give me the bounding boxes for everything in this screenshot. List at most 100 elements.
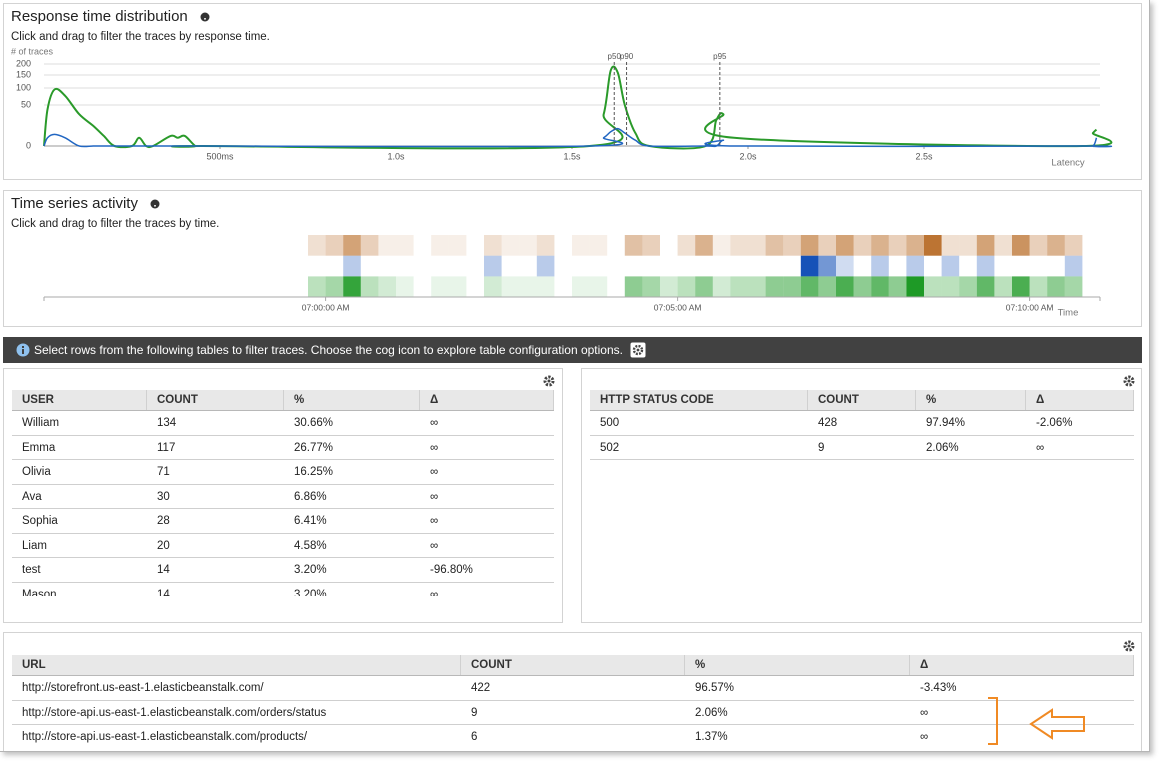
column-header[interactable]: URL	[12, 655, 461, 675]
table-cell: 96.57%	[695, 682, 735, 694]
heat-cell	[976, 276, 995, 298]
heat-cell	[607, 256, 625, 277]
percentile-label: p50	[608, 52, 622, 61]
cog-icon[interactable]	[543, 375, 555, 387]
heat-cell	[906, 235, 924, 256]
heat-cell	[501, 276, 520, 298]
heat-cell	[1064, 235, 1083, 256]
heat-cell	[959, 235, 977, 256]
y-tick-label: 0	[26, 140, 31, 150]
column-header[interactable]: HTTP STATUS CODE	[590, 390, 808, 410]
heat-cell	[414, 256, 432, 277]
cog-icon[interactable]	[630, 342, 646, 358]
heat-cell	[378, 256, 396, 277]
column-header[interactable]: COUNT	[461, 655, 685, 675]
table-row[interactable]: Mason 14 3.20% ∞	[12, 583, 554, 597]
heat-cell	[853, 276, 872, 298]
heat-cell	[994, 235, 1012, 256]
column-header[interactable]: COUNT	[147, 390, 284, 410]
heat-cell	[783, 235, 801, 256]
heat-cell	[466, 256, 484, 277]
timeseries-panel	[3, 190, 1142, 327]
table-cell: http://store-api.us-east-1.elasticbeanst…	[22, 706, 327, 719]
heat-cell	[378, 235, 396, 256]
table-cell: ∞	[430, 588, 439, 597]
column-header[interactable]: %	[685, 655, 910, 675]
heat-cell	[941, 276, 960, 298]
heat-cell	[466, 235, 484, 256]
heat-cell	[677, 235, 696, 256]
cog-icon[interactable]	[1123, 640, 1135, 652]
heat-cell	[484, 235, 502, 256]
x-tick-label: 500ms	[206, 151, 234, 161]
y-axis-label: # of traces	[11, 46, 54, 56]
column-header[interactable]: Δ	[420, 390, 554, 410]
table-cell: 9	[471, 706, 478, 719]
heat-cell	[976, 235, 995, 256]
heat-cell	[484, 276, 502, 298]
heat-cell	[554, 276, 572, 297]
heat-cell	[590, 256, 608, 277]
table-cell: ∞	[1036, 441, 1045, 454]
column-header[interactable]: USER	[12, 390, 147, 410]
table-header: USER COUNT% Δ	[12, 390, 554, 411]
table-row[interactable]: http://storefront.us-east-1.elasticbeans…	[12, 676, 1134, 701]
table-row[interactable]: 502 9 2.06% ∞	[590, 436, 1134, 460]
table-row[interactable]: http://store-api.us-east-1.elasticbeanst…	[12, 725, 1134, 745]
heat-cell	[572, 276, 590, 298]
table-cell: ∞	[430, 417, 439, 429]
heat-cell	[1047, 235, 1065, 256]
table-row[interactable]: Ava 30 6.86% ∞	[12, 485, 554, 509]
cog-icon[interactable]	[1123, 375, 1135, 387]
heat-cell	[572, 256, 590, 277]
heat-cell	[941, 255, 960, 277]
column-header[interactable]: COUNT	[808, 390, 916, 410]
page: Select rows from the following tables to…	[0, 0, 1150, 752]
y-tick-label: 150	[16, 69, 31, 79]
table-cell: 30.66%	[294, 417, 334, 429]
table-cell: 2.06%	[926, 441, 959, 454]
table-row[interactable]: Emma 117 26.77% ∞	[12, 436, 554, 460]
heat-cell	[589, 235, 608, 256]
heat-cell	[396, 256, 414, 277]
chart-subtitle: Click and drag to filter the traces by t…	[11, 218, 219, 230]
heat-cell	[1047, 256, 1065, 277]
heat-cell	[924, 235, 942, 256]
table-cell: -2.06%	[1036, 417, 1073, 429]
column-header[interactable]: %	[916, 390, 1026, 410]
heat-cell	[642, 235, 660, 256]
heat-cell	[660, 256, 678, 277]
heat-cell	[414, 276, 432, 297]
table-cell: 6.41%	[294, 515, 327, 527]
table-cell: 1.37%	[695, 731, 728, 743]
heat-cell	[818, 276, 836, 298]
x-tick-label: 07:05:00 AM	[654, 302, 702, 312]
heat-cell	[730, 276, 748, 298]
heat-cell	[607, 276, 625, 297]
heat-cell	[1064, 276, 1083, 298]
heat-cell	[765, 235, 784, 256]
column-header[interactable]: Δ	[1026, 390, 1134, 410]
heat-cell	[660, 276, 678, 298]
table-cell: ∞	[430, 466, 439, 478]
heat-cell	[800, 235, 819, 256]
table-row[interactable]: William 134 30.66% ∞	[12, 411, 554, 436]
table-row[interactable]: 500 428 97.94% -2.06%	[590, 411, 1134, 436]
heat-cell	[800, 255, 819, 277]
column-header[interactable]: Δ	[910, 655, 1134, 675]
heat-cell	[712, 235, 731, 256]
heat-cell	[360, 235, 379, 256]
table-cell: 422	[471, 682, 491, 694]
table-cell: 30	[157, 490, 170, 503]
column-header[interactable]: %	[284, 390, 420, 410]
heat-cell	[783, 256, 801, 277]
table-cell: 97.94%	[926, 417, 966, 429]
table-row[interactable]: Sophia 28 6.41% ∞	[12, 509, 554, 534]
table-row[interactable]: Liam 20 4.58% ∞	[12, 534, 554, 558]
table-row[interactable]: Olivia 71 16.25% ∞	[12, 460, 554, 485]
table-row[interactable]: http://store-api.us-east-1.elasticbeanst…	[12, 701, 1134, 725]
table-row[interactable]: test 14 3.20% -96.80%	[12, 558, 554, 583]
table-cell: http://store-api.us-east-1.elasticbeanst…	[22, 731, 308, 743]
heat-cell	[660, 235, 678, 256]
